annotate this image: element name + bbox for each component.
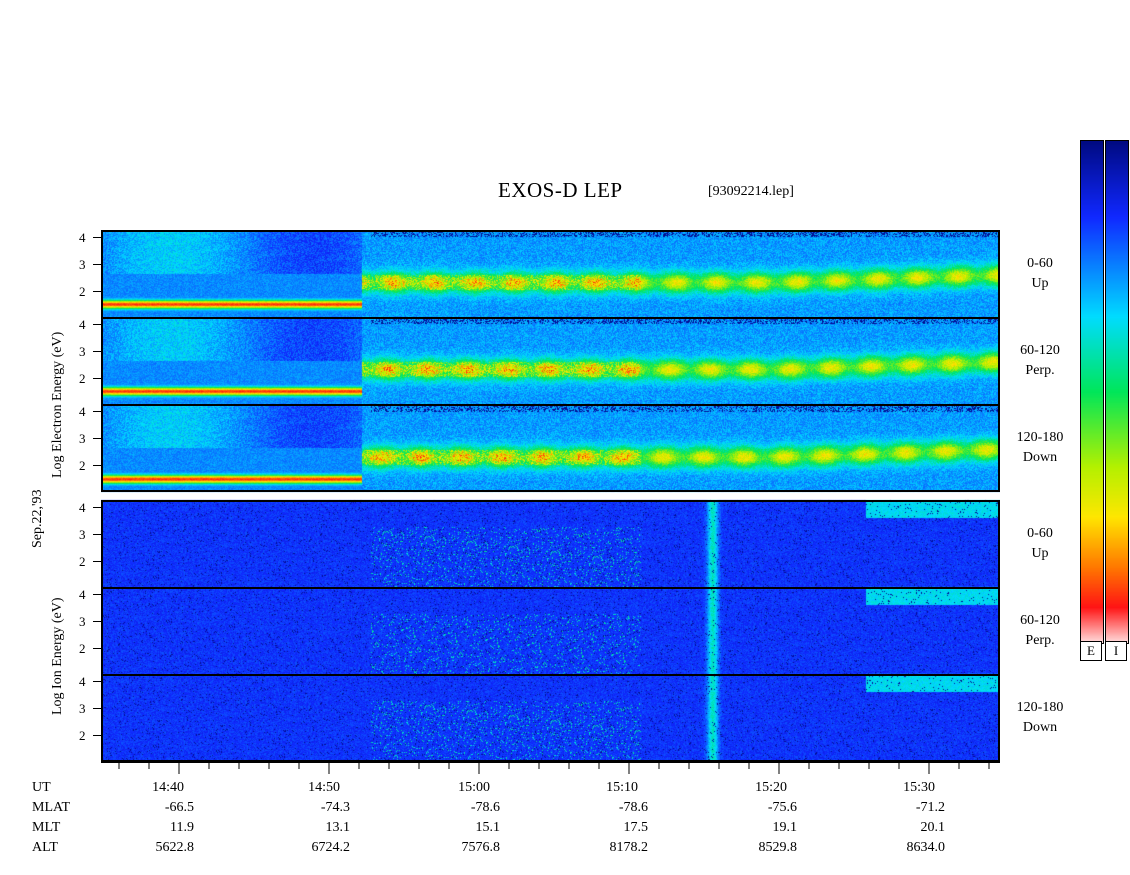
info-row-value: 19.1 [772, 820, 798, 835]
y-tick-mark [93, 324, 101, 325]
panel-direction: Down [1022, 720, 1058, 735]
panel-label: 120-180 Down [1000, 698, 1080, 738]
panel-direction: Up [1031, 546, 1049, 561]
y-tick-label: 4 [79, 500, 86, 515]
x-axis-line [101, 761, 1000, 763]
panel-label: 60-120 Perp. [1000, 341, 1080, 381]
panel-direction: Perp. [1025, 633, 1055, 648]
panel-pitch-range: 0-60 [1027, 526, 1053, 541]
y-tick-label: 2 [79, 284, 86, 299]
y-tick-label: 4 [79, 587, 86, 602]
ion-colorbar [1105, 140, 1129, 644]
ion-colorbar-label: I [1105, 641, 1127, 661]
panel-divider [101, 404, 1000, 406]
info-row-value: -74.3 [320, 800, 350, 815]
y-tick-mark [93, 735, 101, 736]
panel-pitch-range: 0-60 [1027, 256, 1053, 271]
info-row-name: ALT [32, 840, 58, 855]
info-row-value: 5622.8 [155, 840, 195, 855]
info-row-value: -78.6 [618, 800, 648, 815]
panel-direction: Up [1031, 276, 1049, 291]
y-tick-mark [93, 594, 101, 595]
electron-energy-label: Log Electron Energy (eV) [50, 331, 65, 478]
info-row-value: -71.2 [915, 800, 945, 815]
electron-colorbar [1080, 140, 1104, 644]
info-row-value: 8529.8 [758, 840, 798, 855]
y-tick-mark [93, 561, 101, 562]
ion-energy-label: Log Ion Energy (eV) [50, 597, 65, 715]
y-tick-mark [93, 507, 101, 508]
panel-pitch-range: 120-180 [1016, 430, 1064, 445]
info-row-value: 14:40 [152, 780, 184, 795]
panel-divider [101, 587, 1000, 589]
file-name: [93092214.lep] [708, 184, 794, 199]
y-tick-label: 3 [79, 701, 86, 716]
y-tick-mark [93, 291, 101, 292]
y-tick-mark [93, 465, 101, 466]
y-tick-mark [93, 438, 101, 439]
y-tick-mark [93, 351, 101, 352]
panel-label: 120-180 Down [1000, 428, 1080, 468]
panel-direction: Down [1022, 450, 1058, 465]
info-row-value: -66.5 [164, 800, 194, 815]
info-row-value: 8178.2 [609, 840, 649, 855]
y-tick-label: 2 [79, 641, 86, 656]
panel-divider [101, 674, 1000, 676]
panel-pitch-range: 60-120 [1020, 343, 1060, 358]
date-label: Sep.22,'93 [30, 489, 45, 548]
info-row-value: 15:10 [606, 780, 638, 795]
info-row-name: MLAT [32, 800, 71, 815]
y-tick-label: 3 [79, 431, 86, 446]
y-tick-label: 3 [79, 614, 86, 629]
panel-pitch-range: 60-120 [1020, 613, 1060, 628]
panel-pitch-range: 120-180 [1016, 700, 1064, 715]
y-tick-label: 2 [79, 728, 86, 743]
y-tick-mark [93, 534, 101, 535]
electron-panel-frame [101, 230, 1000, 492]
info-row-value: 6724.2 [311, 840, 351, 855]
info-row-name: UT [32, 780, 51, 795]
info-row-name: MLT [32, 820, 61, 835]
y-tick-label: 2 [79, 458, 86, 473]
ion-panel-frame [101, 500, 1000, 762]
y-tick-label: 4 [79, 674, 86, 689]
y-tick-label: 4 [79, 404, 86, 419]
y-tick-mark [93, 264, 101, 265]
info-row-value: 11.9 [170, 820, 194, 835]
x-axis-ticks [118, 762, 990, 774]
y-tick-label: 2 [79, 371, 86, 386]
y-tick-label: 3 [79, 257, 86, 272]
y-tick-mark [93, 681, 101, 682]
info-row-value: 15:20 [755, 780, 787, 795]
electron-colorbar-label: E [1080, 641, 1102, 661]
info-row-value: 13.1 [325, 820, 351, 835]
panel-direction: Perp. [1025, 363, 1055, 378]
y-tick-label: 3 [79, 527, 86, 542]
info-row-value: 20.1 [920, 820, 946, 835]
info-row-value: 15:30 [903, 780, 935, 795]
panel-divider [101, 317, 1000, 319]
info-row-value: 15:00 [458, 780, 490, 795]
panel-label: 60-120 Perp. [1000, 611, 1080, 651]
y-tick-label: 4 [79, 230, 86, 245]
y-tick-label: 4 [79, 317, 86, 332]
y-tick-mark [93, 237, 101, 238]
y-tick-mark [93, 378, 101, 379]
info-row-value: 8634.0 [906, 840, 946, 855]
info-row-value: 14:50 [308, 780, 340, 795]
y-tick-mark [93, 648, 101, 649]
panel-label: 0-60 Up [1000, 254, 1080, 294]
panel-label: 0-60 Up [1000, 524, 1080, 564]
info-row-value: -75.6 [767, 800, 797, 815]
y-tick-mark [93, 411, 101, 412]
info-row-value: -78.6 [470, 800, 500, 815]
y-tick-mark [93, 708, 101, 709]
chart-title: EXOS-D LEP [498, 178, 623, 202]
y-tick-label: 2 [79, 554, 86, 569]
info-row-value: 7576.8 [461, 840, 501, 855]
y-tick-mark [93, 621, 101, 622]
info-row-value: 17.5 [623, 820, 649, 835]
y-tick-label: 3 [79, 344, 86, 359]
info-row-value: 15.1 [475, 820, 501, 835]
